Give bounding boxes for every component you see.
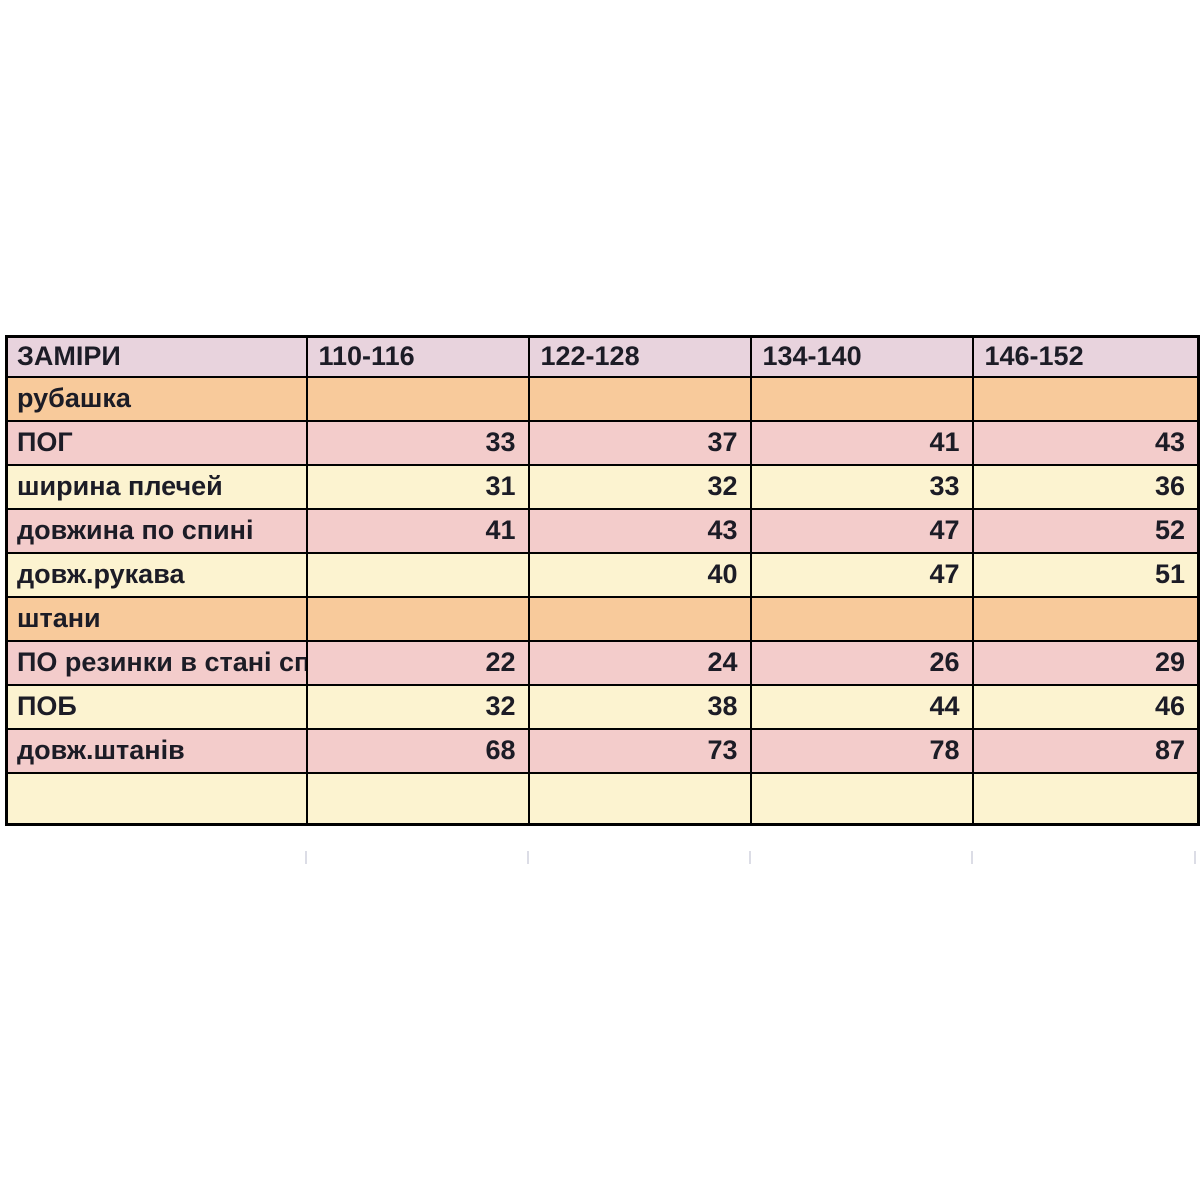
header-row: ЗАМІРИ 110-116 122-128 134-140 146-152 [5,335,1200,378]
value-cell [971,771,1200,826]
value-cell: 31 [305,463,530,510]
value-cell [749,771,974,826]
row-label-cell: штани [5,595,308,642]
measure-column-header: ЗАМІРИ [5,335,308,378]
grid-tick [305,851,307,864]
size-column-header: 146-152 [971,335,1200,378]
value-cell: 41 [749,419,974,466]
size-column-header: 122-128 [527,335,752,378]
row-label-cell: рубашка [5,375,308,422]
value-cell: 32 [527,463,752,510]
data-row: ПО резинки в стані сп 22 24 26 29 [5,639,1200,686]
section-row: рубашка [5,375,1200,422]
value-cell: 43 [527,507,752,554]
value-cell [305,375,530,422]
value-cell [971,595,1200,642]
data-row: довжина по спині 41 43 47 52 [5,507,1200,554]
size-column-header: 134-140 [749,335,974,378]
value-cell [749,595,974,642]
value-cell: 32 [305,683,530,730]
value-cell [527,375,752,422]
row-label-cell: довж.штанів [5,727,308,774]
row-label-cell: довжина по спині [5,507,308,554]
table-header: ЗАМІРИ 110-116 122-128 134-140 146-152 [5,335,1200,378]
value-cell: 40 [527,551,752,598]
value-cell: 87 [971,727,1200,774]
data-row: ширина плечей 31 32 33 36 [5,463,1200,510]
value-cell [305,595,530,642]
grid-tick [749,851,751,864]
value-cell: 43 [971,419,1200,466]
value-cell: 22 [305,639,530,686]
data-row: довж.рукава 40 47 51 [5,551,1200,598]
section-row: штани [5,595,1200,642]
value-cell: 52 [971,507,1200,554]
value-cell: 33 [749,463,974,510]
size-column-header: 110-116 [305,335,530,378]
grid-tick [971,851,973,864]
value-cell: 44 [749,683,974,730]
value-cell [749,375,974,422]
value-cell [527,771,752,826]
value-cell: 37 [527,419,752,466]
value-cell: 41 [305,507,530,554]
data-row [5,771,1200,826]
value-cell: 33 [305,419,530,466]
row-label-cell [5,771,308,826]
value-cell [971,375,1200,422]
data-row: довж.штанів 68 73 78 87 [5,727,1200,774]
value-cell: 47 [749,507,974,554]
grid-tick [1194,851,1196,864]
table-body: рубашка ПОГ 33 37 41 43 ширина плечей 31 32 33 36 д… [5,375,1200,826]
row-label-cell: ширина плечей [5,463,308,510]
value-cell: 68 [305,727,530,774]
grid-tick [527,851,529,864]
value-cell [305,771,530,826]
value-cell [305,551,530,598]
data-row: ПОБ 32 38 44 46 [5,683,1200,730]
value-cell: 51 [971,551,1200,598]
row-label-cell: ПОБ [5,683,308,730]
value-cell: 26 [749,639,974,686]
value-cell [527,595,752,642]
row-label-cell: ПО резинки в стані сп [5,639,308,686]
value-cell: 46 [971,683,1200,730]
data-row: ПОГ 33 37 41 43 [5,419,1200,466]
value-cell: 78 [749,727,974,774]
value-cell: 47 [749,551,974,598]
value-cell: 73 [527,727,752,774]
size-chart-table: ЗАМІРИ 110-116 122-128 134-140 146-152 рубаш… [5,335,1200,826]
value-cell: 36 [971,463,1200,510]
value-cell: 38 [527,683,752,730]
value-cell: 29 [971,639,1200,686]
row-label-cell: довж.рукава [5,551,308,598]
value-cell: 24 [527,639,752,686]
row-label-cell: ПОГ [5,419,308,466]
